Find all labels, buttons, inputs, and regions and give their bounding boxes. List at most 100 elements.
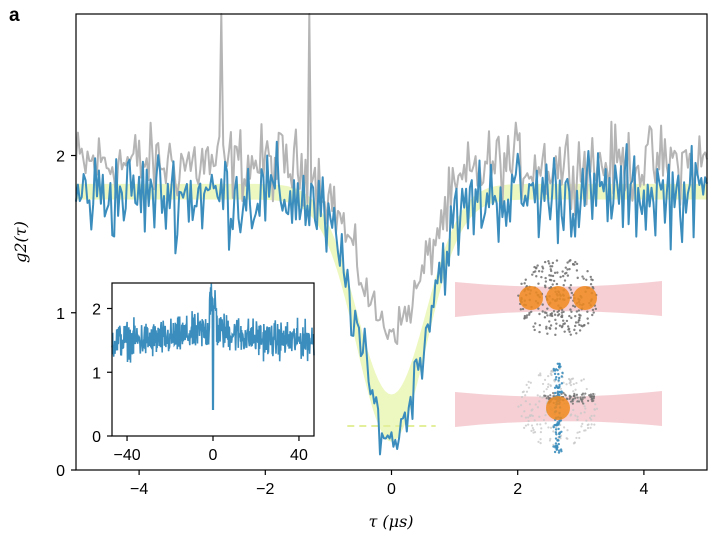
- cloud-dot: [574, 314, 577, 318]
- cloud-dot-blue: [554, 423, 558, 427]
- cloud-dot-blue: [558, 391, 562, 394]
- main-x-tick-label: 0: [387, 481, 396, 498]
- cloud-dot-gray: [572, 394, 575, 398]
- cloud-dot: [568, 267, 571, 271]
- cloud-dot: [545, 311, 548, 315]
- cloud-dot: [573, 328, 576, 332]
- cloud-dot: [577, 321, 580, 324]
- cloud-dot: [589, 275, 592, 279]
- cloud-dot-blue: [557, 372, 560, 376]
- cloud-dot-faint: [571, 377, 575, 380]
- cloud-dot: [523, 282, 526, 285]
- cloud-dot: [566, 274, 570, 277]
- cloud-dot-blue: [556, 386, 559, 389]
- cloud-dot-faint: [528, 403, 532, 406]
- inset-x-tick-label: −40: [113, 447, 140, 464]
- cloud-dot-gray: [569, 400, 573, 403]
- main-y-axis-label: g2(τ): [11, 221, 30, 263]
- cloud-dot-faint: [537, 374, 540, 377]
- cloud-dot-faint: [563, 426, 566, 429]
- cloud-dot-faint: [536, 394, 539, 397]
- cloud-dot-gray: [583, 396, 586, 399]
- cloud-dot-faint: [530, 414, 533, 417]
- cloud-dot-faint: [531, 426, 534, 430]
- cloud-dot: [569, 296, 572, 299]
- cloud-dot: [566, 268, 569, 271]
- cloud-dot: [537, 307, 540, 310]
- cloud-dot: [575, 269, 579, 272]
- cloud-dot: [571, 304, 575, 307]
- cloud-dot-faint: [587, 423, 590, 426]
- cloud-dot: [594, 307, 598, 311]
- cloud-dot-faint: [520, 415, 523, 418]
- cloud-dot-faint: [580, 425, 583, 428]
- cloud-dot-blue: [554, 368, 558, 371]
- cloud-dot: [554, 333, 557, 337]
- cloud-dot: [571, 262, 575, 266]
- cloud-dot-gray: [592, 397, 595, 400]
- cloud-dot-gray: [581, 396, 585, 399]
- cloud-dot: [560, 325, 564, 329]
- main-x-tick-label: 2: [513, 481, 522, 498]
- cloud-dot-blue: [557, 379, 560, 382]
- cloud-dot: [566, 325, 570, 328]
- cloud-dot-faint: [548, 439, 552, 442]
- cloud-dot-gray: [589, 395, 592, 398]
- inset-y-tick-label: 0: [92, 429, 101, 446]
- cloud-dot: [591, 313, 594, 317]
- cloud-dot-faint: [523, 426, 526, 429]
- cloud-dot: [575, 332, 578, 335]
- cloud-dot-faint: [538, 395, 542, 398]
- cloud-dot: [551, 261, 555, 265]
- cloud-dot-gray: [580, 399, 583, 402]
- cloud-dot: [568, 260, 571, 263]
- cloud-dot-blue: [552, 445, 555, 448]
- cloud-dot-faint: [552, 443, 555, 446]
- cloud-dot-faint: [582, 378, 585, 381]
- cloud-dot: [554, 327, 558, 330]
- cloud-dot: [578, 319, 581, 322]
- main-y-tick-label: 1: [56, 306, 65, 323]
- cloud-dot-faint: [586, 426, 590, 430]
- cloud-dot: [565, 319, 569, 323]
- cloud-dot: [546, 314, 549, 317]
- main-y-ticks: 0 1 2: [56, 149, 76, 480]
- cloud-dot-blue: [558, 431, 561, 434]
- cloud-dot: [575, 262, 579, 266]
- cloud-dot-blue: [555, 447, 558, 451]
- cloud-dot: [575, 310, 579, 313]
- cloud-dot-faint: [569, 384, 573, 387]
- cloud-dot-faint: [566, 429, 569, 432]
- cloud-dot: [531, 273, 534, 276]
- cloud-dot-gray: [577, 400, 581, 403]
- inset-y-tick-label: 1: [92, 365, 101, 382]
- cloud-dot: [560, 315, 564, 319]
- cloud-dot-faint: [578, 436, 581, 440]
- cloud-dot-faint: [583, 411, 586, 414]
- cloud-dot: [569, 283, 573, 287]
- schematic-bottom: [455, 362, 662, 454]
- cloud-dot-faint: [545, 388, 548, 391]
- cloud-dot-faint: [539, 372, 542, 375]
- cloud-dot-faint: [524, 424, 528, 427]
- cloud-dot-blue: [557, 439, 560, 442]
- gray-trace-line: [75, 13, 708, 345]
- cloud-dot-blue: [554, 428, 558, 431]
- gray-trace-layer: [75, 13, 708, 345]
- cloud-dot: [589, 283, 593, 286]
- cloud-dot: [554, 318, 557, 322]
- cloud-dot-faint: [543, 378, 547, 381]
- cloud-dot-blue: [558, 435, 561, 439]
- cloud-dot-faint: [527, 423, 530, 426]
- cloud-dot-faint: [574, 414, 577, 417]
- cloud-dot-gray: [551, 391, 555, 395]
- cloud-dot: [581, 325, 584, 328]
- main-x-axis-label: τ (μs): [368, 512, 413, 531]
- cloud-dot-faint: [527, 416, 530, 419]
- cloud-dot-blue: [558, 383, 561, 387]
- cloud-dot: [553, 313, 557, 316]
- atom-trapped: [546, 396, 570, 420]
- cloud-dot: [586, 317, 589, 320]
- cloud-dot-gray: [590, 398, 593, 401]
- cloud-dot: [551, 283, 554, 286]
